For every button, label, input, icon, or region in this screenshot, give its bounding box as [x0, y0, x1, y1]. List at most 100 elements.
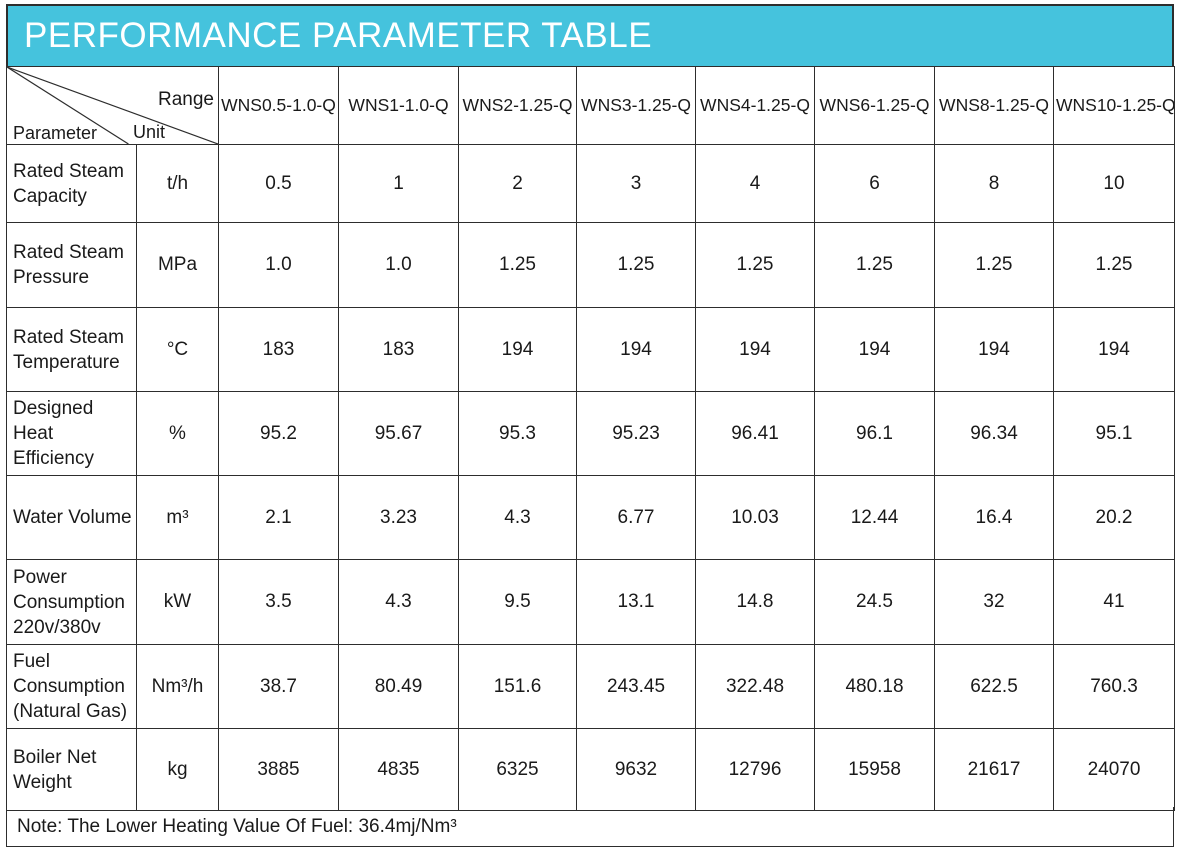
value-cell: 1.25 [1053, 222, 1175, 308]
value-cell: 6325 [458, 728, 577, 811]
value-cell: 1 [338, 144, 459, 223]
parameter-name-cell: Rated Steam Pressure [6, 222, 137, 308]
unit-cell: m³ [136, 475, 219, 560]
parameter-name-cell: Rated Steam Capacity [6, 144, 137, 223]
value-cell: 622.5 [934, 644, 1054, 729]
header-row: Range Unit Parameter WNS0.5-1.0-Q WNS1-1.… [6, 66, 1175, 145]
value-cell: 20.2 [1053, 475, 1175, 560]
value-cell: 95.2 [218, 391, 339, 476]
parameter-name-cell: Boiler Net Weight [6, 728, 137, 811]
parameter-name-cell: Power Consumption 220v/380v [6, 559, 137, 645]
value-cell: 4 [695, 144, 815, 223]
footnote: Note: The Lower Heating Value Of Fuel: 3… [6, 807, 1174, 847]
value-cell: 194 [1053, 307, 1175, 392]
table-row: Designed Heat Efficiency% 95.2 95.67 95.3 95… [6, 391, 1175, 476]
unit-cell: MPa [136, 222, 219, 308]
value-cell: 2 [458, 144, 577, 223]
value-cell: 32 [934, 559, 1054, 645]
value-cell: 6 [814, 144, 935, 223]
model-header-cell: WNS2-1.25-Q [458, 66, 577, 145]
value-cell: 96.41 [695, 391, 815, 476]
value-cell: 194 [814, 307, 935, 392]
value-cell: 15958 [814, 728, 935, 811]
model-header-cell: WNS1-1.0-Q [338, 66, 459, 145]
value-cell: 3.23 [338, 475, 459, 560]
value-cell: 480.18 [814, 644, 935, 729]
value-cell: 1.0 [338, 222, 459, 308]
value-cell: 95.67 [338, 391, 459, 476]
unit-cell: % [136, 391, 219, 476]
value-cell: 9.5 [458, 559, 577, 645]
parameter-name-cell: Water Volume [6, 475, 137, 560]
table-row: Rated Steam Temperature °C 183 183 194 194 194… [6, 307, 1175, 392]
model-header-cell: WNS8-1.25-Q [934, 66, 1054, 145]
value-cell: 1.25 [458, 222, 577, 308]
value-cell: 96.34 [934, 391, 1054, 476]
page-title: PERFORMANCE PARAMETER TABLE [24, 16, 653, 55]
value-cell: 14.8 [695, 559, 815, 645]
unit-label: Unit [133, 122, 166, 142]
unit-cell: °C [136, 307, 219, 392]
value-cell: 41 [1053, 559, 1175, 645]
value-cell: 760.3 [1053, 644, 1175, 729]
parameter-name-cell: Designed Heat Efficiency [6, 391, 137, 476]
value-cell: 3 [576, 144, 696, 223]
model-header-cell: WNS10-1.25-Q [1053, 66, 1175, 145]
value-cell: 8 [934, 144, 1054, 223]
value-cell: 1.0 [218, 222, 339, 308]
value-cell: 3885 [218, 728, 339, 811]
value-cell: 38.7 [218, 644, 339, 729]
value-cell: 96.1 [814, 391, 935, 476]
value-cell: 12.44 [814, 475, 935, 560]
parameter-name-cell: Fuel Consumption (Natural Gas) [6, 644, 137, 729]
value-cell: 9632 [576, 728, 696, 811]
unit-cell: kW [136, 559, 219, 645]
value-cell: 21617 [934, 728, 1054, 811]
table-row: Water Volume m³ 2.1 3.23 4.3 6.77 10.03 12.44 16… [6, 475, 1175, 560]
value-cell: 4.3 [458, 475, 577, 560]
value-cell: 1.25 [695, 222, 815, 308]
model-header-cell: WNS4-1.25-Q [695, 66, 815, 145]
value-cell: 151.6 [458, 644, 577, 729]
value-cell: 2.1 [218, 475, 339, 560]
table-row: Fuel Consumption (Natural Gas) Nm³/h 38.7 8… [6, 644, 1175, 729]
model-header-cell: WNS6-1.25-Q [814, 66, 935, 145]
value-cell: 24070 [1053, 728, 1175, 811]
corner-diagonal-lines [7, 67, 218, 144]
performance-table: Range Unit Parameter WNS0.5-1.0-Q WNS1-1.… [6, 66, 1175, 811]
corner-header-cell: Range Unit Parameter [6, 66, 219, 145]
value-cell: 243.45 [576, 644, 696, 729]
value-cell: 95.23 [576, 391, 696, 476]
value-cell: 10 [1053, 144, 1175, 223]
value-cell: 183 [218, 307, 339, 392]
value-cell: 16.4 [934, 475, 1054, 560]
value-cell: 194 [458, 307, 577, 392]
value-cell: 1.25 [814, 222, 935, 308]
value-cell: 183 [338, 307, 459, 392]
model-header-cell: WNS3-1.25-Q [576, 66, 696, 145]
value-cell: 3.5 [218, 559, 339, 645]
value-cell: 0.5 [218, 144, 339, 223]
model-header-cell: WNS0.5-1.0-Q [218, 66, 339, 145]
range-label: Range [158, 89, 214, 110]
table-row: Power Consumption 220v/380v kW 3.5 4.3 9.5 13… [6, 559, 1175, 645]
unit-cell: t/h [136, 144, 219, 223]
unit-cell: Nm³/h [136, 644, 219, 729]
table-row: Rated Steam Pressure MPa 1.0 1.0 1.25 1.25 1.2… [6, 222, 1175, 308]
parameter-name-cell: Rated Steam Temperature [6, 307, 137, 392]
value-cell: 24.5 [814, 559, 935, 645]
parameter-label: Parameter [13, 123, 98, 143]
value-cell: 1.25 [934, 222, 1054, 308]
value-cell: 322.48 [695, 644, 815, 729]
table-row: Boiler Net Weight kg 3885 4835 6325 9632 12796… [6, 728, 1175, 811]
value-cell: 4835 [338, 728, 459, 811]
value-cell: 13.1 [576, 559, 696, 645]
value-cell: 80.49 [338, 644, 459, 729]
value-cell: 4.3 [338, 559, 459, 645]
value-cell: 10.03 [695, 475, 815, 560]
value-cell: 12796 [695, 728, 815, 811]
value-cell: 194 [576, 307, 696, 392]
value-cell: 194 [934, 307, 1054, 392]
value-cell: 6.77 [576, 475, 696, 560]
table-title-bar: PERFORMANCE PARAMETER TABLE [6, 4, 1174, 66]
